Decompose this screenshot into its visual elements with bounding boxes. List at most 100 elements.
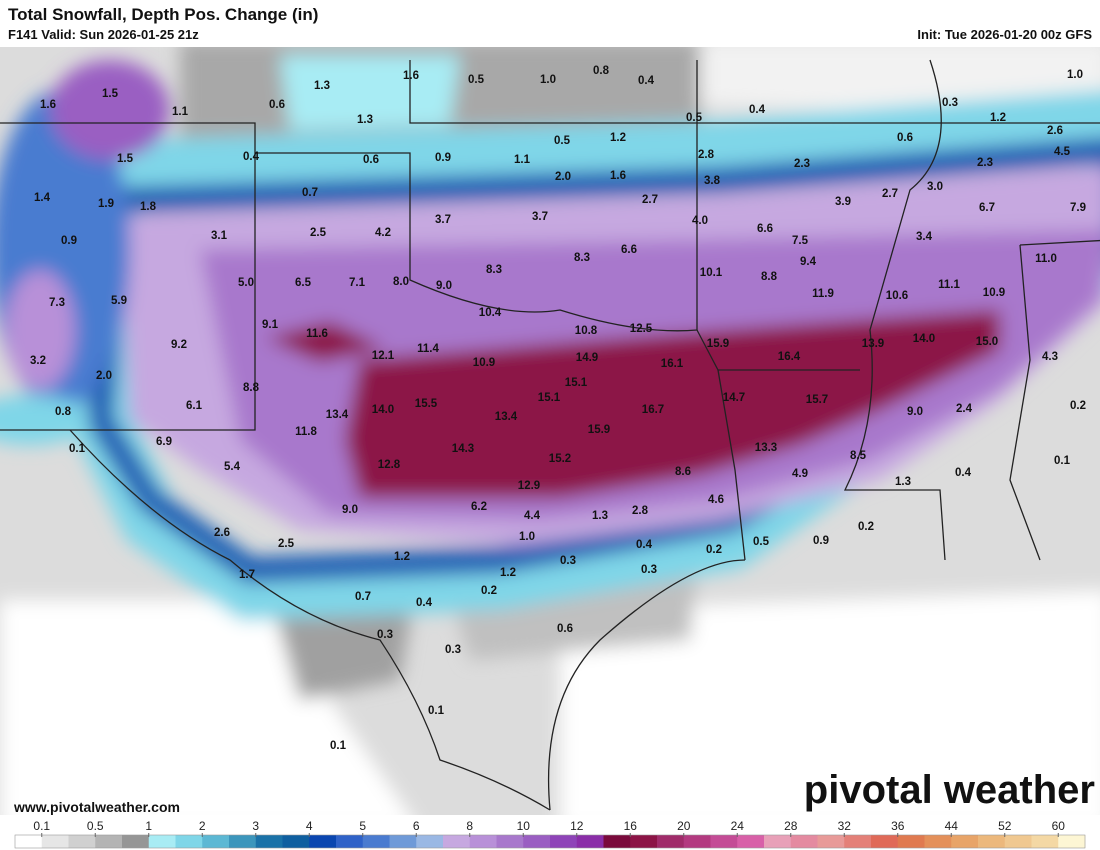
snow-label: 8.5 — [850, 450, 867, 462]
snow-label: 0.5 — [753, 536, 770, 548]
snow-label: 3.1 — [211, 230, 228, 242]
snow-label: 0.3 — [445, 644, 461, 656]
snow-label: 0.4 — [416, 597, 433, 609]
colorbar-swatch — [683, 835, 711, 848]
snow-label: 2.8 — [698, 149, 715, 161]
colorbar-label: 2 — [199, 819, 206, 833]
snow-label: 0.1 — [69, 443, 86, 455]
snow-label: 10.4 — [479, 307, 502, 319]
map: 1.6 1.5 1.1 0.6 1.3 1.6 0.5 1.0 0.8 0.4 1.0 0.3 0.4 0… — [0, 47, 1100, 815]
snow-label: 1.2 — [990, 112, 1006, 124]
snow-label: 11.6 — [306, 328, 328, 340]
snow-label: 0.1 — [330, 740, 347, 752]
colorbar-swatch — [202, 835, 230, 848]
snow-label: 11.8 — [295, 426, 317, 438]
colorbar-swatch — [469, 835, 497, 848]
snow-label: 8.8 — [243, 382, 260, 394]
colorbar-swatch — [523, 835, 551, 848]
snow-label: 15.5 — [415, 398, 438, 410]
colorbar-swatch — [309, 835, 337, 848]
colorbar-swatch — [657, 835, 685, 848]
colorbar-swatch — [362, 835, 390, 848]
snow-label: 0.5 — [468, 74, 485, 86]
colorbar-swatch — [897, 835, 925, 848]
snow-label: 9.0 — [436, 280, 452, 292]
snow-label: 0.6 — [363, 154, 379, 166]
colorbar-swatch — [924, 835, 952, 848]
snow-label: 14.9 — [576, 352, 598, 364]
snow-label: 0.9 — [61, 235, 77, 247]
snow-label: 1.2 — [500, 567, 516, 579]
init-time: Init: Tue 2026-01-20 00z GFS — [917, 27, 1092, 42]
colorbar-swatch — [737, 835, 765, 848]
colorbar-label: 3 — [252, 819, 259, 833]
snow-label: 12.5 — [630, 323, 653, 335]
snow-label: 2.3 — [977, 157, 993, 169]
colorbar-swatch — [41, 835, 69, 848]
snow-label: 1.1 — [172, 106, 189, 118]
snow-label: 9.0 — [342, 504, 358, 516]
subtitle: F141 Valid: Sun 2026-01-25 21z — [8, 27, 199, 42]
point-labels: 1.6 1.5 1.1 0.6 1.3 1.6 0.5 1.0 0.8 0.4 1.0 0.3 0.4 0… — [30, 65, 1086, 752]
colorbar-swatch — [710, 835, 738, 848]
snow-label: 9.0 — [907, 406, 923, 418]
colorbar-swatch — [68, 835, 96, 848]
snow-label: 1.3 — [895, 476, 911, 488]
snow-label: 8.3 — [574, 252, 590, 264]
snow-label: 14.0 — [913, 333, 935, 345]
colorbar-label: 4 — [306, 819, 313, 833]
snow-label: 16.7 — [642, 404, 664, 416]
snow-label: 3.7 — [532, 211, 548, 223]
snow-label: 2.0 — [555, 171, 571, 183]
snow-label: 3.9 — [835, 196, 851, 208]
snow-label: 0.6 — [269, 99, 285, 111]
snow-label: 0.8 — [593, 65, 610, 77]
snow-label: 1.5 — [117, 153, 134, 165]
snow-label: 12.8 — [378, 459, 401, 471]
colorbar-label: 12 — [570, 819, 584, 833]
snow-label: 6.6 — [757, 223, 773, 235]
snow-label: 11.4 — [417, 343, 439, 355]
colorbar-swatch — [817, 835, 845, 848]
snow-label: 15.9 — [707, 338, 729, 350]
snow-label: 2.3 — [794, 158, 810, 170]
snow-label: 0.1 — [428, 705, 445, 717]
snow-label: 1.2 — [394, 551, 410, 563]
snow-label: 1.3 — [592, 510, 608, 522]
colorbar-label: 60 — [1052, 819, 1066, 833]
snow-label: 3.7 — [435, 214, 451, 226]
snow-label: 16.4 — [778, 351, 801, 363]
snow-label: 14.3 — [452, 443, 474, 455]
colorbar-swatch — [416, 835, 444, 848]
colorbar-label: 20 — [677, 819, 691, 833]
snow-label: 6.7 — [979, 202, 995, 214]
colorbar-label: 5 — [359, 819, 366, 833]
snow-label: 4.6 — [708, 494, 724, 506]
snow-label: 13.4 — [495, 411, 518, 423]
colorbar-label: 32 — [838, 819, 852, 833]
colorbar-swatch — [389, 835, 417, 848]
colorbar-swatch — [871, 835, 899, 848]
snow-label: 10.6 — [886, 290, 908, 302]
snow-label: 2.8 — [632, 505, 649, 517]
website: www.pivotalweather.com — [13, 799, 180, 815]
snow-label: 8.8 — [761, 271, 778, 283]
snow-label: 4.9 — [792, 468, 808, 480]
snow-label: 2.7 — [882, 188, 898, 200]
snow-label: 6.6 — [621, 244, 637, 256]
snow-label: 10.9 — [983, 287, 1005, 299]
snow-label: 0.5 — [554, 135, 571, 147]
snow-label: 2.5 — [310, 227, 327, 239]
snow-label: 0.4 — [749, 104, 766, 116]
snow-label: 1.8 — [140, 201, 157, 213]
title: Total Snowfall, Depth Pos. Change (in) — [8, 5, 318, 24]
colorbar-label: 16 — [624, 819, 638, 833]
snow-label: 0.4 — [243, 151, 260, 163]
snow-label: 8.3 — [486, 264, 502, 276]
snow-label: 6.5 — [295, 277, 312, 289]
colorbar-swatch — [1058, 835, 1086, 848]
snow-label: 3.8 — [704, 175, 721, 187]
snow-label: 5.4 — [224, 461, 241, 473]
colorbar-swatch — [443, 835, 471, 848]
